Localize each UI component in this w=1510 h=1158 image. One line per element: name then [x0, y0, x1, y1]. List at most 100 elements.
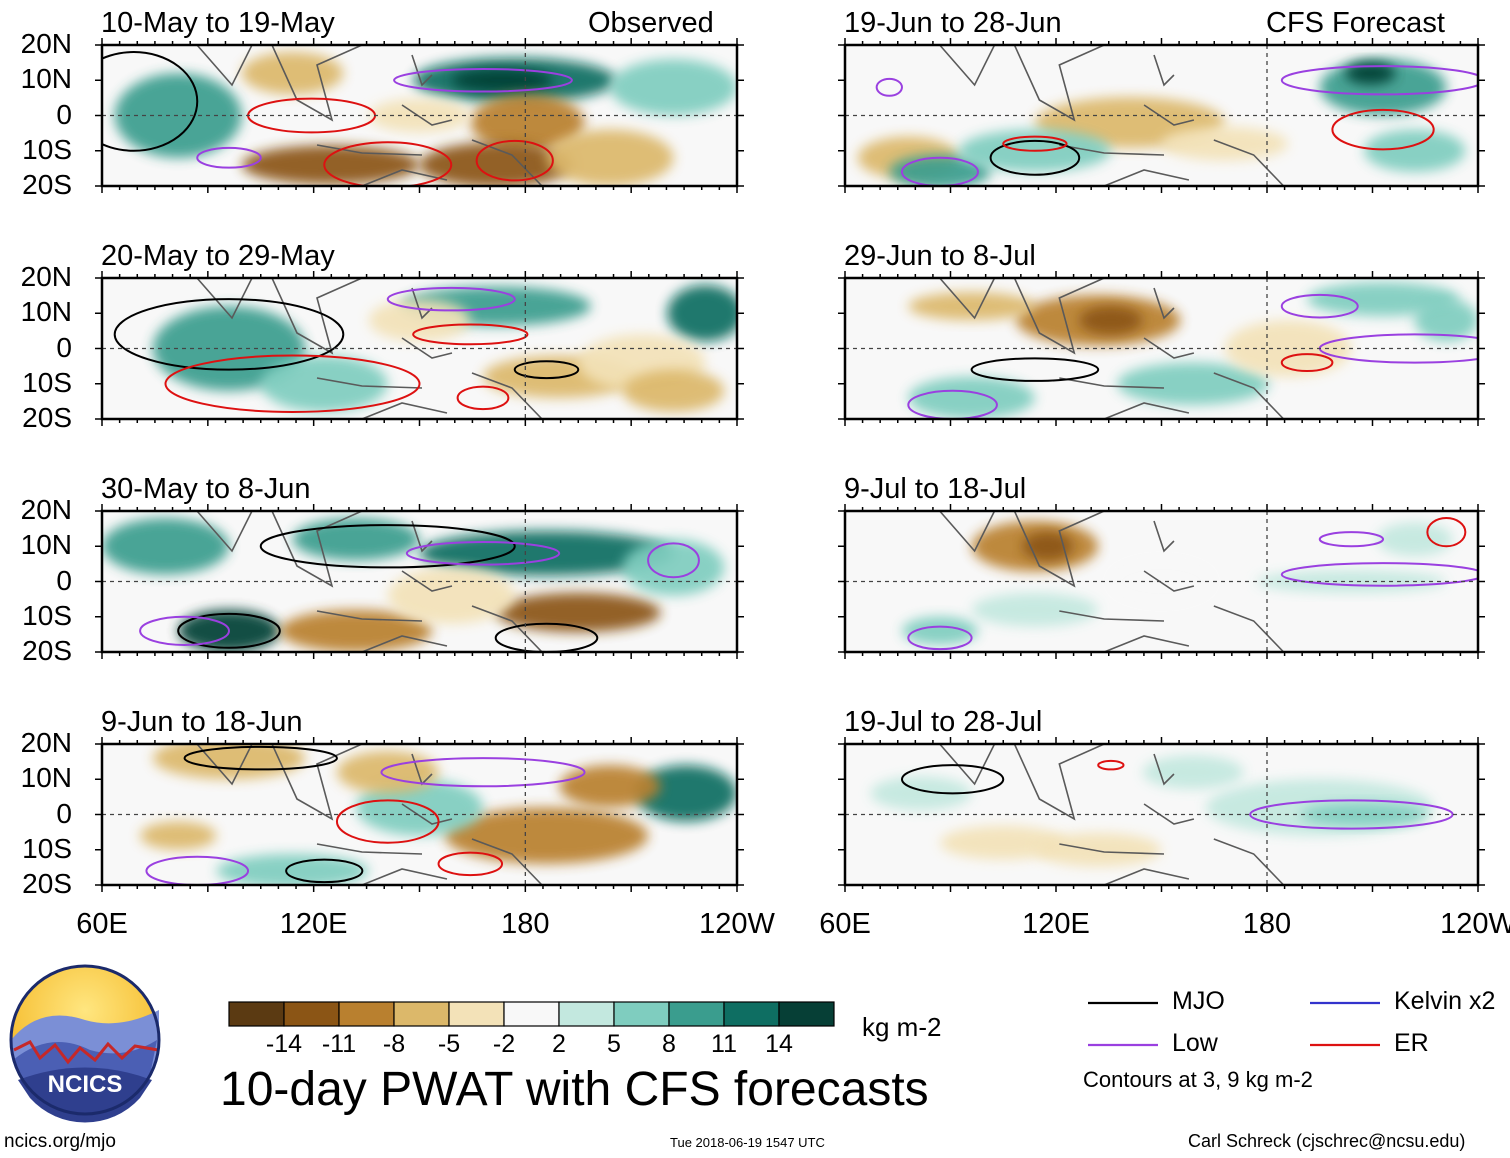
contour-line: [113, 298, 345, 371]
colorbar-swatch: [338, 1001, 395, 1027]
contour-line: [1318, 531, 1385, 548]
coastline: [939, 278, 1285, 419]
anomaly-blob: [451, 68, 553, 92]
contour-legend: [1088, 1001, 1380, 1047]
contour-line: [647, 542, 700, 579]
anomaly-blob: [1117, 362, 1270, 405]
anomaly-blob: [901, 616, 978, 645]
latitude-label: 0: [56, 564, 72, 596]
anomaly-blob: [559, 765, 661, 808]
latitude-label: 10N: [20, 63, 72, 95]
colorbar-swatch: [503, 1001, 560, 1027]
anomaly-blob: [1414, 299, 1478, 342]
latitude-label: 10N: [20, 762, 72, 794]
anomaly-blob: [1376, 522, 1453, 557]
anomaly-blob: [241, 145, 420, 185]
panel-title: 19-Jul to 28-Jul: [844, 706, 1043, 738]
panel-3: [95, 504, 744, 659]
contour-line: [1280, 65, 1478, 96]
anomaly-blob: [908, 292, 1035, 321]
contour-line: [1331, 108, 1435, 151]
panel-1: [95, 38, 744, 193]
latitude-label: 0: [56, 797, 72, 829]
anomaly-blob: [152, 306, 306, 391]
panel-2: [95, 271, 744, 426]
footer-url[interactable]: ncics.org/mjo: [4, 1131, 116, 1152]
coastline: [196, 744, 543, 885]
coastline: [196, 511, 543, 652]
contour-line: [412, 323, 529, 346]
panel-title: 9-Jul to 18-Jul: [844, 473, 1027, 505]
latitude-label: 20N: [20, 494, 72, 525]
contour-line: [475, 139, 554, 182]
latitude-label: 10S: [22, 832, 72, 864]
anomaly-blob: [610, 59, 737, 116]
contour-line: [164, 354, 421, 413]
longitude-label: 180: [501, 908, 550, 940]
anomaly-blob: [1079, 306, 1143, 335]
anomaly-blob: [114, 73, 242, 158]
contour-line: [875, 77, 903, 97]
colorbar-tick-label: -14: [265, 1030, 303, 1058]
coastline: [939, 45, 1285, 186]
latitude-label: 20S: [22, 402, 72, 433]
legend-label: Kelvin x2: [1394, 987, 1496, 1015]
panel-title: 29-Jun to 8-Jul: [844, 240, 1036, 272]
latitude-label: 0: [56, 331, 72, 363]
latitude-label: 20N: [20, 28, 72, 59]
contour-line: [907, 625, 973, 651]
contour-line: [989, 139, 1081, 176]
colorbar-swatch: [723, 1001, 780, 1027]
legend-label: Low: [1172, 1029, 1218, 1057]
contour-line: [177, 612, 281, 649]
colorbar-tick-label: 14: [765, 1030, 793, 1058]
colorbar: [228, 1001, 835, 1027]
anomaly-blob: [1110, 560, 1213, 603]
anomaly-blob: [140, 821, 217, 850]
colorbar-tick-label: 11: [711, 1030, 737, 1058]
coastline: [196, 45, 543, 186]
contour-line: [437, 851, 504, 877]
legend-label: MJO: [1172, 987, 1225, 1015]
contour-line: [380, 757, 586, 788]
contour-line: [494, 622, 599, 652]
anomaly-blob: [1022, 532, 1073, 561]
colorbar-swatch: [613, 1001, 670, 1027]
colorbar-swatch: [283, 1001, 340, 1027]
colorbar-tick-label: -2: [492, 1030, 516, 1058]
latitude-label: 0: [56, 98, 72, 130]
anomaly-blob: [241, 52, 344, 95]
contour-line: [513, 360, 580, 380]
longitude-label: 120E: [279, 908, 348, 940]
contour-line: [456, 385, 510, 411]
footer-author: Carl Schreck (cjschrec@ncsu.edu): [1188, 1131, 1466, 1151]
latitude-label: 10S: [22, 133, 72, 165]
contour-line: [145, 855, 250, 885]
anomaly-blob: [622, 539, 725, 596]
anomaly-blob: [470, 94, 585, 151]
colorbar-swatch: [448, 1001, 505, 1027]
latitude-label: 20S: [22, 169, 72, 200]
colorbar-tick-label: 8: [662, 1030, 676, 1058]
anomaly-blob: [102, 518, 229, 575]
anomaly-blob: [216, 853, 369, 885]
logo-text: NCICS: [48, 1071, 123, 1098]
contour-line: [900, 764, 1005, 795]
contour-line: [1280, 293, 1359, 319]
latitude-label: 20N: [20, 261, 72, 292]
colorbar-tick-label: 2: [552, 1030, 566, 1058]
colorbar-swatch: [558, 1001, 615, 1027]
column-header-forecast: CFS Forecast: [1266, 7, 1445, 39]
contour-line: [335, 799, 440, 844]
contour-line: [1249, 799, 1454, 830]
panel-title: 30-May to 8-Jun: [101, 473, 311, 505]
latitude-label: 10N: [20, 296, 72, 328]
anomaly-blob: [667, 285, 737, 342]
longitude-label: 120W: [1440, 908, 1510, 940]
panel-7: [838, 504, 1485, 659]
panel-title: 9-Jun to 18-Jun: [101, 706, 303, 738]
panel-8: [838, 737, 1485, 892]
legend-note: Contours at 3, 9 kg m-2: [1083, 1067, 1313, 1092]
colorbar-tick-label: 5: [607, 1030, 621, 1058]
coastline: [939, 744, 1285, 885]
